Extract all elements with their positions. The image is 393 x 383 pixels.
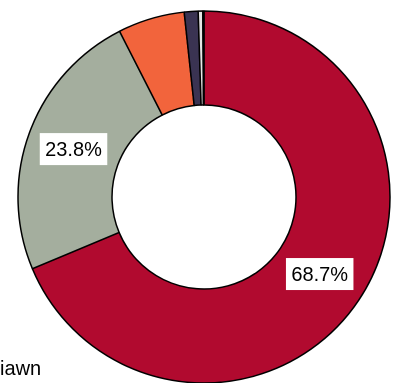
data-label-box-1: [39, 133, 108, 166]
data-label-1: 23.8%: [39, 133, 108, 166]
data-label-box-0: [285, 258, 354, 291]
slices-group: [17, 10, 391, 383]
data-label-text-0: 68.7%: [291, 264, 348, 286]
data-labels-group: 68.7% 23.8%: [39, 133, 354, 291]
legend-entry-label: iawn: [0, 358, 41, 380]
data-label-text-1: 23.8%: [45, 139, 102, 161]
data-label-0: 68.7%: [285, 258, 354, 291]
slice-5: [202, 10, 205, 106]
